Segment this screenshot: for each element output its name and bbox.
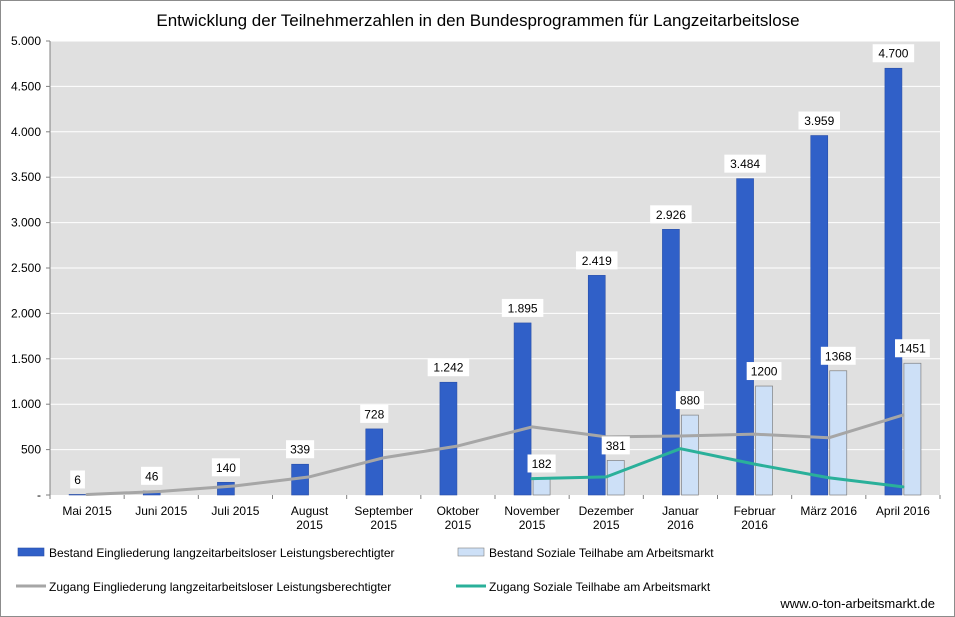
bar-bestand-soziale-teilhabe — [755, 385, 773, 496]
bar-bestand-eingliederung — [587, 275, 606, 496]
legend-label: Bestand Soziale Teilhabe am Arbeitsmarkt — [489, 546, 714, 560]
data-label-bestand-soziale-teilhabe: 182 — [532, 457, 552, 471]
x-tick-label: Juni 2015 — [135, 504, 187, 518]
data-label-bestand-eingliederung-box — [141, 466, 163, 485]
x-tick-label: 2015 — [593, 518, 620, 532]
y-tick-label: 3.000 — [11, 216, 41, 230]
data-label-bestand-eingliederung: 2.926 — [656, 208, 686, 222]
data-label-bestand-soziale-teilhabe-box — [675, 391, 704, 410]
data-label-bestand-soziale-teilhabe-box — [746, 362, 782, 381]
data-label-bestand-eingliederung-box — [501, 298, 544, 317]
x-tick-label: 2015 — [445, 518, 472, 532]
data-label-bestand-eingliederung: 728 — [364, 407, 384, 421]
bar-bestand-eingliederung — [513, 322, 532, 496]
data-label-bestand-eingliederung: 3.959 — [804, 114, 834, 128]
data-label-bestand-eingliederung: 2.419 — [582, 254, 612, 268]
x-tick-label: Februar — [734, 504, 776, 518]
bar-bestand-soziale-teilhabe — [903, 362, 922, 496]
data-label-bestand-soziale-teilhabe: 381 — [606, 439, 626, 453]
data-label-bestand-eingliederung-box — [211, 458, 240, 477]
bar-bestand-eingliederung — [662, 229, 680, 496]
legend-label: Zugang Eingliederung langzeitarbeitslose… — [49, 580, 391, 594]
bar-bestand-eingliederung — [884, 67, 903, 496]
x-tick-label: November — [504, 504, 559, 518]
x-tick-label: August — [291, 504, 329, 518]
data-label-bestand-soziale-teilhabe: 1200 — [751, 365, 778, 379]
data-label-bestand-eingliederung: 6 — [74, 473, 81, 487]
data-label-bestand-soziale-teilhabe-box — [895, 339, 930, 358]
bar-bestand-eingliederung — [439, 381, 458, 496]
bar-bestand-eingliederung — [736, 178, 754, 496]
data-label-bestand-eingliederung-box — [576, 251, 618, 270]
data-label-bestand-soziale-teilhabe: 880 — [680, 394, 700, 408]
x-tick-label: Januar — [662, 504, 699, 518]
data-label-bestand-eingliederung: 46 — [145, 469, 159, 483]
bar-bestand-eingliederung — [68, 494, 87, 496]
source-text: www.o-ton-arbeitsmarkt.de — [779, 596, 935, 611]
data-label-bestand-soziale-teilhabe-box — [527, 454, 556, 473]
data-label-bestand-eingliederung-box — [286, 440, 315, 459]
data-label-bestand-eingliederung: 4.700 — [878, 47, 908, 61]
x-tick-label: 2016 — [741, 518, 768, 532]
x-tick-label: März 2016 — [800, 504, 857, 518]
x-tick-label: 2016 — [667, 518, 694, 532]
y-tick-label: 1.000 — [11, 397, 41, 411]
y-tick-label: 3.500 — [11, 170, 41, 184]
x-tick-label: 2015 — [296, 518, 323, 532]
data-label-bestand-eingliederung-box — [650, 205, 692, 224]
data-label-bestand-eingliederung: 140 — [216, 461, 236, 475]
bar-bestand-eingliederung — [810, 135, 829, 496]
bar-bestand-soziale-teilhabe — [532, 478, 551, 496]
data-label-bestand-eingliederung-box — [872, 44, 915, 63]
data-label-bestand-eingliederung-box — [724, 154, 766, 173]
legend-swatch — [17, 547, 45, 557]
data-label-bestand-eingliederung-box — [360, 404, 389, 423]
chart-title: Entwicklung der Teilnehmerzahlen in den … — [156, 11, 799, 30]
y-tick-label: 4.000 — [11, 125, 41, 139]
x-tick-label: Oktober — [437, 504, 480, 518]
data-label-bestand-eingliederung: 3.484 — [730, 157, 760, 171]
y-tick-label: 500 — [21, 443, 41, 457]
x-tick-label: 2015 — [370, 518, 397, 532]
x-tick-label: Juli 2015 — [211, 504, 259, 518]
x-tick-label: Mai 2015 — [62, 504, 112, 518]
x-tick-label: April 2016 — [876, 504, 930, 518]
line-zugang-soziale-teilhabe — [530, 447, 905, 489]
legend-swatch — [457, 547, 485, 557]
data-label-bestand-eingliederung: 1.895 — [508, 301, 538, 315]
line-zugang-eingliederung — [85, 413, 905, 497]
data-label-bestand-eingliederung-box — [798, 111, 840, 130]
data-label-bestand-eingliederung: 339 — [290, 443, 310, 457]
data-label-bestand-soziale-teilhabe-box — [820, 346, 856, 365]
data-label-bestand-soziale-teilhabe-box — [601, 436, 630, 455]
bar-bestand-soziale-teilhabe — [606, 460, 625, 496]
bar-bestand-eingliederung — [217, 481, 235, 496]
y-tick-label: - — [37, 488, 41, 502]
y-tick-label: 1.500 — [11, 352, 41, 366]
x-tick-label: 2015 — [519, 518, 546, 532]
data-label-bestand-eingliederung-box — [70, 470, 85, 489]
data-label-bestand-soziale-teilhabe: 1451 — [899, 342, 926, 356]
y-tick-label: 2.500 — [11, 261, 41, 275]
y-tick-label: 4.500 — [11, 79, 41, 93]
y-tick-label: 5.000 — [11, 34, 41, 48]
data-label-bestand-soziale-teilhabe: 1368 — [825, 349, 852, 363]
x-tick-label: Dezember — [579, 504, 634, 518]
y-tick-label: 2.000 — [11, 306, 41, 320]
legend-label: Bestand Eingliederung langzeitarbeitslos… — [49, 546, 395, 560]
data-label-bestand-eingliederung: 1.242 — [433, 361, 463, 375]
x-tick-label: September — [354, 504, 413, 518]
data-label-bestand-eingliederung-box — [427, 358, 470, 377]
legend-label: Zugang Soziale Teilhabe am Arbeitsmarkt — [489, 580, 711, 594]
bar-bestand-soziale-teilhabe — [681, 414, 699, 496]
